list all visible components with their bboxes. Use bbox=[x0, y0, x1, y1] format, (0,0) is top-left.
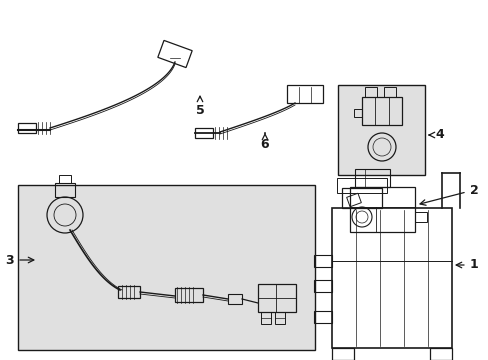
Polygon shape bbox=[337, 85, 424, 175]
Text: 2: 2 bbox=[419, 184, 477, 205]
Polygon shape bbox=[18, 185, 314, 350]
Text: 3: 3 bbox=[6, 253, 34, 266]
Text: 5: 5 bbox=[195, 96, 204, 117]
Text: 6: 6 bbox=[260, 133, 269, 152]
Text: 1: 1 bbox=[455, 258, 477, 271]
Text: 4: 4 bbox=[428, 129, 444, 141]
